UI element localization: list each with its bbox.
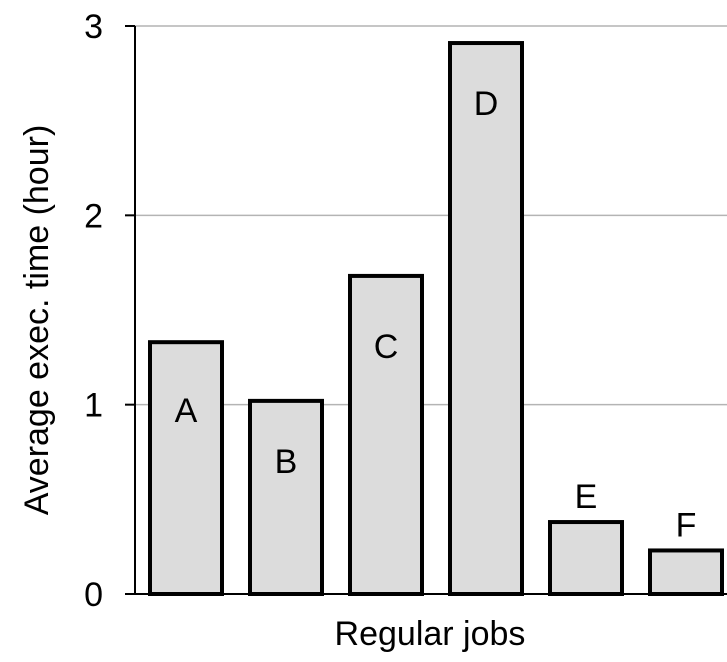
x-axis-title: Regular jobs xyxy=(335,615,526,653)
bars xyxy=(148,41,724,597)
y-axis-title: Average exec. time (hour) xyxy=(18,125,56,516)
bar-label-d: D xyxy=(474,85,499,123)
bar-label-c: C xyxy=(374,328,399,366)
axes xyxy=(125,26,727,595)
y-tick-label: 1 xyxy=(84,387,103,425)
bar-label-f: F xyxy=(676,506,697,544)
bar-label-e: E xyxy=(575,478,598,516)
gridlines xyxy=(135,25,727,406)
bar-d xyxy=(448,41,524,597)
y-ticks: 0 1 2 3 xyxy=(84,8,135,614)
y-tick-label: 3 xyxy=(84,8,103,46)
bar-a xyxy=(148,340,224,597)
bar-label-b: B xyxy=(275,443,298,481)
bar-c xyxy=(348,273,424,596)
y-tick-label: 2 xyxy=(84,197,103,235)
bar-label-a: A xyxy=(175,392,198,430)
bar-f xyxy=(648,548,724,596)
bar-e xyxy=(548,520,624,597)
bar-labels: A B C D E F xyxy=(175,85,697,544)
y-tick-label: 0 xyxy=(84,576,103,614)
bar-b xyxy=(248,398,324,596)
